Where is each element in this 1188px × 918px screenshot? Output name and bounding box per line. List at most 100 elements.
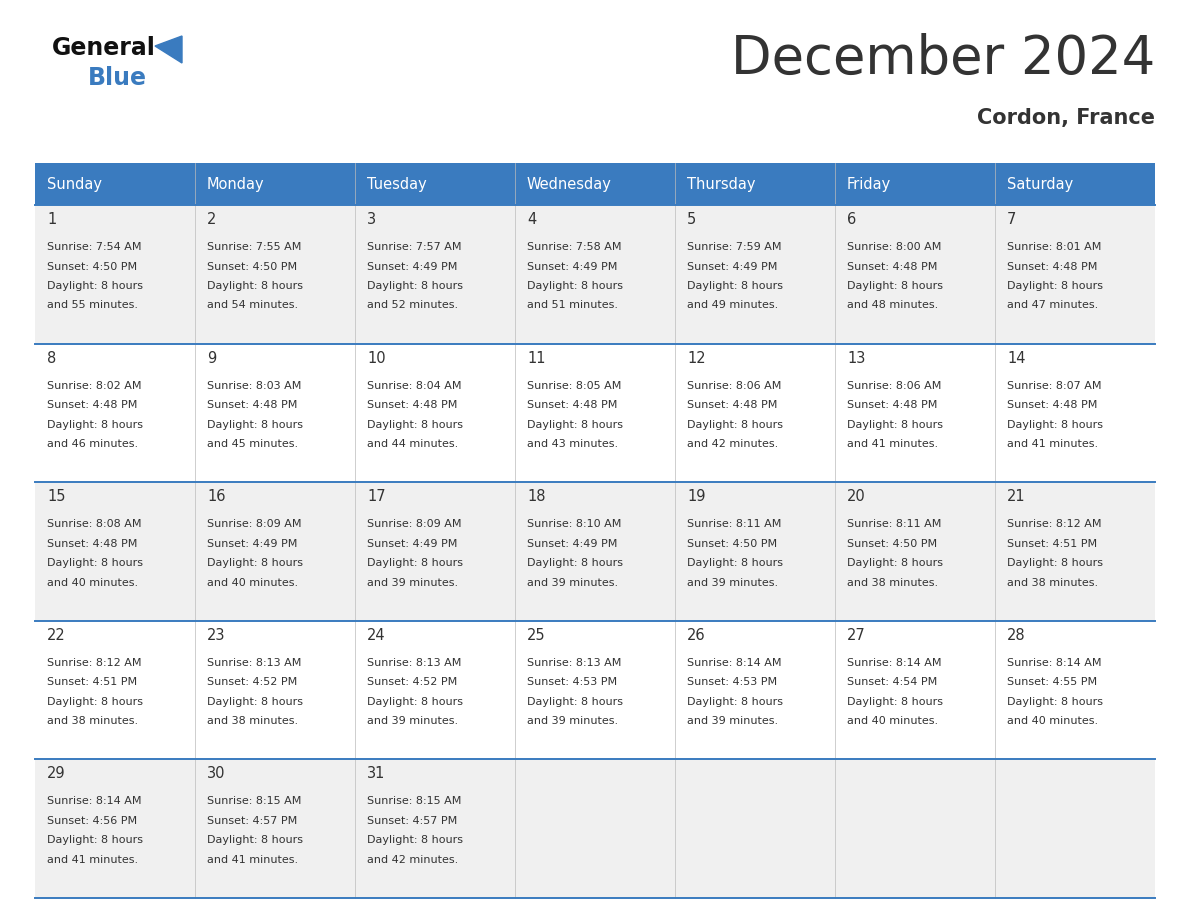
Bar (516, 163, 675, 205)
Text: 3: 3 (367, 212, 377, 227)
Text: Wednesday: Wednesday (527, 176, 612, 192)
Text: Daylight: 8 hours: Daylight: 8 hours (687, 420, 783, 430)
Text: and 42 minutes.: and 42 minutes. (367, 855, 459, 865)
Text: Sunset: 4:50 PM: Sunset: 4:50 PM (207, 262, 297, 272)
Text: Sunrise: 8:08 AM: Sunrise: 8:08 AM (48, 520, 141, 529)
Bar (835, 482, 996, 621)
Text: 25: 25 (527, 628, 545, 643)
Text: Sunset: 4:53 PM: Sunset: 4:53 PM (687, 677, 777, 688)
Text: Daylight: 8 hours: Daylight: 8 hours (207, 558, 303, 568)
Text: Sunset: 4:49 PM: Sunset: 4:49 PM (367, 262, 457, 272)
Text: and 48 minutes.: and 48 minutes. (847, 300, 939, 310)
Text: and 54 minutes.: and 54 minutes. (207, 300, 298, 310)
Text: Daylight: 8 hours: Daylight: 8 hours (367, 835, 463, 845)
Text: and 39 minutes.: and 39 minutes. (527, 716, 618, 726)
Text: Daylight: 8 hours: Daylight: 8 hours (847, 420, 943, 430)
Text: Sunset: 4:48 PM: Sunset: 4:48 PM (207, 400, 297, 410)
Text: 22: 22 (48, 628, 65, 643)
Text: Daylight: 8 hours: Daylight: 8 hours (1007, 558, 1102, 568)
Text: Sunset: 4:49 PM: Sunset: 4:49 PM (527, 539, 618, 549)
Text: Sunrise: 8:06 AM: Sunrise: 8:06 AM (847, 381, 941, 390)
Bar (516, 205, 675, 343)
Text: Sunrise: 8:14 AM: Sunrise: 8:14 AM (847, 658, 942, 667)
Bar (835, 621, 996, 759)
Text: Sunset: 4:50 PM: Sunset: 4:50 PM (687, 539, 777, 549)
Text: Sunday: Sunday (48, 176, 102, 192)
Text: 13: 13 (847, 351, 865, 365)
Text: and 40 minutes.: and 40 minutes. (48, 577, 138, 588)
Bar (996, 205, 1155, 343)
Text: and 40 minutes.: and 40 minutes. (847, 716, 939, 726)
Bar (195, 205, 355, 343)
Text: Sunrise: 8:00 AM: Sunrise: 8:00 AM (847, 242, 941, 252)
Text: 17: 17 (367, 489, 386, 504)
Text: Sunset: 4:56 PM: Sunset: 4:56 PM (48, 816, 137, 826)
Text: and 41 minutes.: and 41 minutes. (1007, 439, 1098, 449)
Text: 6: 6 (847, 212, 857, 227)
Text: Sunset: 4:57 PM: Sunset: 4:57 PM (367, 816, 457, 826)
Text: and 40 minutes.: and 40 minutes. (207, 577, 298, 588)
Text: and 39 minutes.: and 39 minutes. (527, 577, 618, 588)
Text: 19: 19 (687, 489, 706, 504)
Bar (675, 163, 835, 205)
Text: Monday: Monday (207, 176, 265, 192)
Text: Daylight: 8 hours: Daylight: 8 hours (207, 835, 303, 845)
Text: and 39 minutes.: and 39 minutes. (687, 577, 778, 588)
Text: and 47 minutes.: and 47 minutes. (1007, 300, 1098, 310)
Bar (835, 343, 996, 482)
Text: 16: 16 (207, 489, 226, 504)
Text: Sunrise: 8:14 AM: Sunrise: 8:14 AM (687, 658, 782, 667)
Text: Friday: Friday (847, 176, 891, 192)
Bar (34, 343, 195, 482)
Text: Daylight: 8 hours: Daylight: 8 hours (847, 281, 943, 291)
Text: Sunset: 4:57 PM: Sunset: 4:57 PM (207, 816, 297, 826)
Text: 5: 5 (687, 212, 696, 227)
Text: Tuesday: Tuesday (367, 176, 426, 192)
Text: Daylight: 8 hours: Daylight: 8 hours (847, 558, 943, 568)
Text: Daylight: 8 hours: Daylight: 8 hours (367, 281, 463, 291)
Text: December 2024: December 2024 (731, 33, 1155, 85)
Text: Sunrise: 8:03 AM: Sunrise: 8:03 AM (207, 381, 302, 390)
Text: 12: 12 (687, 351, 706, 365)
Text: Sunset: 4:49 PM: Sunset: 4:49 PM (527, 262, 618, 272)
Text: 11: 11 (527, 351, 545, 365)
Text: Sunrise: 7:57 AM: Sunrise: 7:57 AM (367, 242, 461, 252)
Text: and 38 minutes.: and 38 minutes. (48, 716, 138, 726)
Text: 9: 9 (207, 351, 216, 365)
Bar (516, 343, 675, 482)
Text: Sunrise: 8:07 AM: Sunrise: 8:07 AM (1007, 381, 1101, 390)
Text: Daylight: 8 hours: Daylight: 8 hours (207, 281, 303, 291)
Bar (34, 621, 195, 759)
Text: Daylight: 8 hours: Daylight: 8 hours (48, 697, 143, 707)
Text: Sunset: 4:52 PM: Sunset: 4:52 PM (207, 677, 297, 688)
Bar (355, 343, 516, 482)
Bar (835, 205, 996, 343)
Text: 29: 29 (48, 767, 65, 781)
Bar (675, 759, 835, 898)
Text: 1: 1 (48, 212, 56, 227)
Bar (835, 163, 996, 205)
Text: Sunrise: 8:13 AM: Sunrise: 8:13 AM (367, 658, 461, 667)
Text: Daylight: 8 hours: Daylight: 8 hours (207, 420, 303, 430)
Text: Sunset: 4:49 PM: Sunset: 4:49 PM (207, 539, 297, 549)
Text: 28: 28 (1007, 628, 1025, 643)
Text: Sunset: 4:48 PM: Sunset: 4:48 PM (48, 539, 138, 549)
Text: 26: 26 (687, 628, 706, 643)
Text: Daylight: 8 hours: Daylight: 8 hours (367, 420, 463, 430)
Text: Daylight: 8 hours: Daylight: 8 hours (1007, 697, 1102, 707)
Text: 14: 14 (1007, 351, 1025, 365)
Text: Sunset: 4:49 PM: Sunset: 4:49 PM (367, 539, 457, 549)
Text: 30: 30 (207, 767, 226, 781)
Text: and 49 minutes.: and 49 minutes. (687, 300, 778, 310)
Text: Sunrise: 8:09 AM: Sunrise: 8:09 AM (207, 520, 302, 529)
Text: Daylight: 8 hours: Daylight: 8 hours (847, 697, 943, 707)
Text: Sunset: 4:51 PM: Sunset: 4:51 PM (48, 677, 137, 688)
Text: Sunrise: 8:13 AM: Sunrise: 8:13 AM (527, 658, 621, 667)
Text: Daylight: 8 hours: Daylight: 8 hours (207, 697, 303, 707)
Bar (195, 759, 355, 898)
Bar (675, 343, 835, 482)
Bar (996, 343, 1155, 482)
Bar (675, 482, 835, 621)
Text: Daylight: 8 hours: Daylight: 8 hours (687, 558, 783, 568)
Text: Daylight: 8 hours: Daylight: 8 hours (367, 558, 463, 568)
